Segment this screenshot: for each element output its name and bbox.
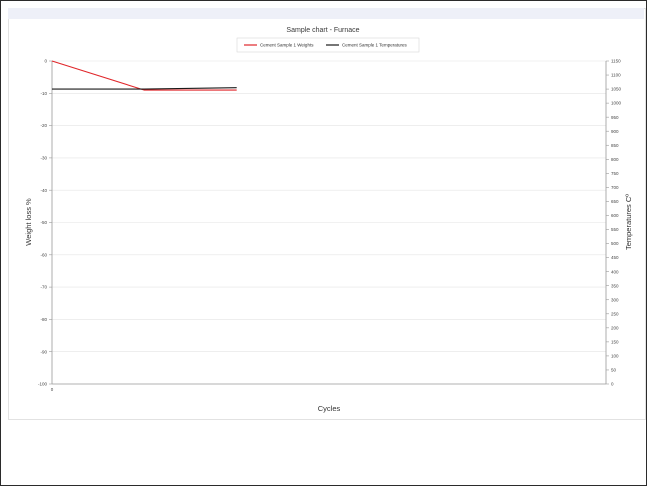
chart-panel: [8, 8, 646, 420]
left-tick-label: -90: [40, 349, 47, 354]
left-tick-label: -100: [38, 382, 48, 387]
right-tick-label: 900: [611, 129, 619, 134]
right-tick-label: 450: [611, 255, 619, 260]
right-tick-label: 1100: [611, 73, 621, 78]
right-tick-label: 850: [611, 143, 619, 148]
right-tick-label: 500: [611, 241, 619, 246]
right-tick-label: 550: [611, 227, 619, 232]
right-tick-label: 1000: [611, 101, 622, 106]
right-tick-label: 350: [611, 283, 619, 288]
right-tick-label: 50: [611, 368, 617, 373]
chart-title: Sample chart - Furnace: [286, 27, 359, 34]
left-tick-label: -30: [40, 156, 47, 161]
left-tick-label: 0: [44, 59, 47, 64]
left-tick-label: -60: [40, 252, 47, 257]
right-tick-label: 300: [611, 297, 619, 302]
legend-label-weights: Cement Sample 1 Weights: [260, 43, 314, 48]
y-axis-left-title: Weight loss %: [24, 198, 33, 246]
right-tick-label: 700: [611, 185, 619, 190]
y-axis-right-title: Temperatures Cº: [624, 194, 633, 250]
right-axis-ticks: 1150110010501000950900850800750700650600…: [606, 59, 622, 387]
right-tick-label: 1150: [611, 59, 621, 64]
right-tick-label: 750: [611, 171, 619, 176]
x-axis-ticks: 0: [51, 387, 54, 392]
right-tick-label: 400: [611, 269, 619, 274]
right-tick-label: 600: [611, 213, 619, 218]
chart-header-strip: [8, 8, 644, 19]
series-layer: [51, 60, 237, 91]
left-tick-label: -80: [40, 317, 47, 322]
legend-label-temperatures: Cement Sample 1 Temperatures: [342, 43, 407, 48]
left-tick-label: -70: [40, 285, 47, 290]
right-tick-label: 1050: [611, 87, 622, 92]
left-tick-label: -40: [40, 188, 47, 193]
left-tick-label: -10: [40, 91, 47, 96]
right-tick-label: 950: [611, 115, 619, 120]
left-tick-label: -20: [40, 123, 47, 128]
right-tick-label: 100: [611, 354, 619, 359]
left-tick-label: -50: [40, 220, 47, 225]
right-tick-label: 150: [611, 339, 619, 344]
left-axis-ticks: 0 -10 -20 -30 -40 -50 -60 -70 -80 -90 -100: [38, 59, 52, 387]
gridlines: [52, 60, 606, 385]
right-tick-label: 650: [611, 199, 619, 204]
chart-legend: Cement Sample 1 Weights Cement Sample 1 …: [236, 37, 420, 53]
x-axis-title: Cycles: [318, 404, 341, 413]
series-line-weights: [51, 60, 237, 91]
series-line-temperatures: [52, 87, 237, 90]
right-tick-label: 250: [611, 311, 619, 316]
right-tick-label: 0: [611, 382, 614, 387]
right-tick-label: 200: [611, 325, 619, 330]
x-tick-label: 0: [51, 387, 54, 392]
right-tick-label: 800: [611, 157, 619, 162]
